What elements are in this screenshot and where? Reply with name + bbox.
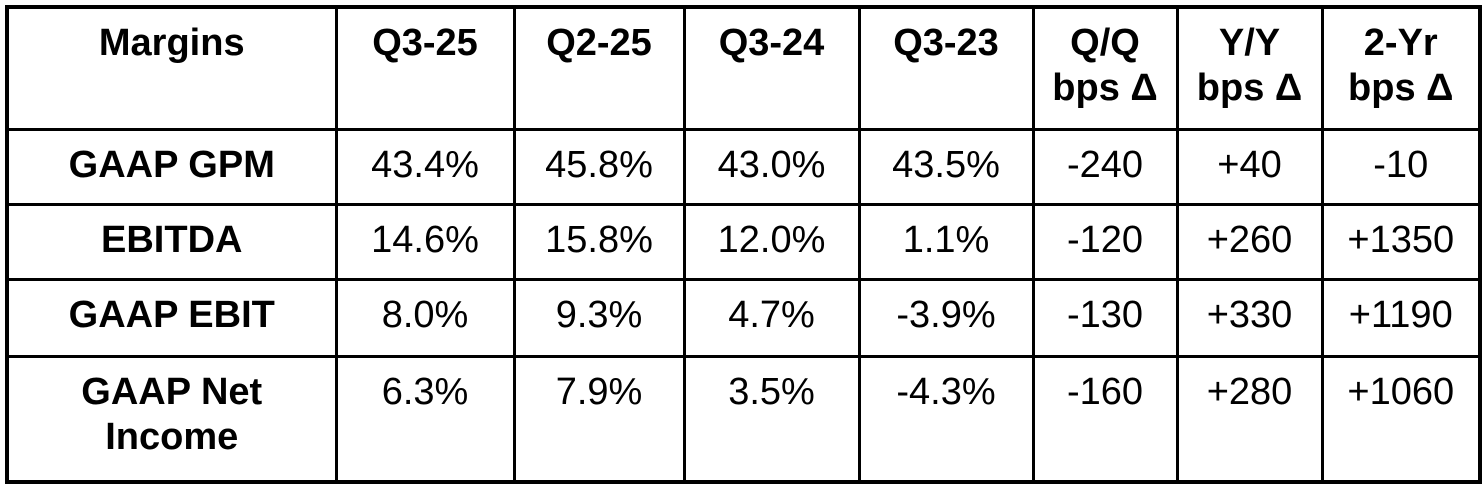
cell-gaap-gpm-q3-24: 43.0% (682, 127, 861, 206)
cell-gaap-ebit-q2-25: 9.3% (512, 277, 686, 358)
cell-ebitda-q3-25: 14.6% (334, 202, 516, 281)
column-header-yy-bps-delta: Y/Y bps Δ (1175, 5, 1324, 131)
column-header-2yr-bps-delta: 2-Yr bps Δ (1320, 5, 1482, 131)
cell-gaap-net-income-qq-bps: -160 (1031, 354, 1179, 484)
cell-ebitda-q2-25: 15.8% (512, 202, 686, 281)
cell-gaap-gpm-qq-bps: -240 (1031, 127, 1179, 206)
row-label-gaap-net-income: GAAP Net Income (5, 354, 338, 484)
cell-gaap-ebit-2yr-bps: +1190 (1320, 277, 1482, 358)
table-row-gaap-ebit: GAAP EBIT 8.0% 9.3% 4.7% -3.9% -130 +330… (5, 277, 1482, 358)
cell-gaap-gpm-2yr-bps: -10 (1320, 127, 1482, 206)
cell-gaap-net-income-q3-23: -4.3% (857, 354, 1035, 484)
cell-ebitda-q3-23: 1.1% (857, 202, 1035, 281)
cell-gaap-ebit-q3-25: 8.0% (334, 277, 516, 358)
cell-ebitda-yy-bps: +260 (1175, 202, 1324, 281)
table-row-gaap-gpm: GAAP GPM 43.4% 45.8% 43.0% 43.5% -240 +4… (5, 127, 1482, 206)
cell-gaap-net-income-q3-24: 3.5% (682, 354, 861, 484)
column-header-margins: Margins (5, 5, 338, 131)
cell-gaap-ebit-yy-bps: +330 (1175, 277, 1324, 358)
table-row-gaap-net-income: GAAP Net Income 6.3% 7.9% 3.5% -4.3% -16… (5, 354, 1482, 484)
column-header-q3-24: Q3-24 (682, 5, 861, 131)
cell-gaap-gpm-q3-23: 43.5% (857, 127, 1035, 206)
cell-gaap-gpm-q2-25: 45.8% (512, 127, 686, 206)
column-header-q3-25: Q3-25 (334, 5, 516, 131)
margins-table: Margins Q3-25 Q2-25 Q3-24 Q3-23 Q/Q bps … (5, 5, 1482, 484)
cell-gaap-ebit-q3-24: 4.7% (682, 277, 861, 358)
column-header-q3-23: Q3-23 (857, 5, 1035, 131)
cell-gaap-net-income-q2-25: 7.9% (512, 354, 686, 484)
cell-gaap-net-income-yy-bps: +280 (1175, 354, 1324, 484)
cell-gaap-ebit-qq-bps: -130 (1031, 277, 1179, 358)
cell-ebitda-2yr-bps: +1350 (1320, 202, 1482, 281)
cell-ebitda-qq-bps: -120 (1031, 202, 1179, 281)
cell-gaap-gpm-q3-25: 43.4% (334, 127, 516, 206)
table-row-ebitda: EBITDA 14.6% 15.8% 12.0% 1.1% -120 +260 … (5, 202, 1482, 281)
cell-gaap-net-income-2yr-bps: +1060 (1320, 354, 1482, 484)
row-label-gaap-ebit: GAAP EBIT (5, 277, 338, 358)
cell-ebitda-q3-24: 12.0% (682, 202, 861, 281)
row-label-gaap-gpm: GAAP GPM (5, 127, 338, 206)
column-header-q2-25: Q2-25 (512, 5, 686, 131)
row-label-ebitda: EBITDA (5, 202, 338, 281)
header-row: Margins Q3-25 Q2-25 Q3-24 Q3-23 Q/Q bps … (5, 5, 1482, 131)
cell-gaap-ebit-q3-23: -3.9% (857, 277, 1035, 358)
column-header-qq-bps-delta: Q/Q bps Δ (1031, 5, 1179, 131)
cell-gaap-net-income-q3-25: 6.3% (334, 354, 516, 484)
cell-gaap-gpm-yy-bps: +40 (1175, 127, 1324, 206)
